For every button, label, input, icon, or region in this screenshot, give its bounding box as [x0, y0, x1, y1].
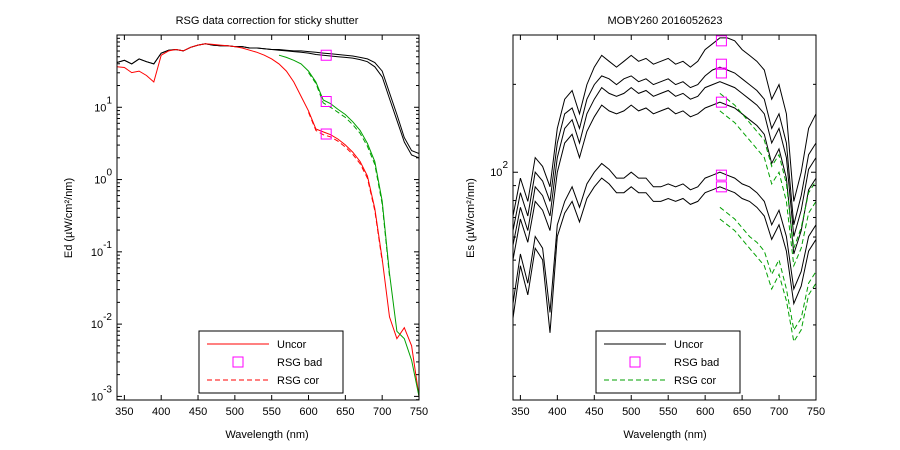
right-series-line-uncor-1	[513, 66, 816, 231]
left-axis-ticks: 350 400 450 500 550 600 650 700 750 101 100 10-1 10-…	[91, 35, 428, 418]
right-x-axis-label: Wavelength (nm)	[623, 429, 706, 441]
right-y-tick-label: 102	[490, 160, 508, 179]
right-series-line-rsg-cor-8	[719, 206, 816, 332]
right-rsg-bad-marker	[715, 181, 727, 193]
left-x-axis-label: Wavelength (nm)	[225, 429, 308, 441]
left-plot-area	[117, 43, 419, 397]
right-x-tick-label: 400	[548, 406, 566, 418]
left-series-line-uncor-2	[117, 43, 419, 397]
left-x-tick-label: 600	[299, 406, 317, 418]
right-chart-panel: MOBY260 2016052623 Wavelength (nm) Es (µ…	[465, 15, 825, 441]
left-series-line-uncor-1	[117, 43, 419, 159]
right-plot-frame	[512, 34, 817, 401]
right-x-tick-label: 500	[622, 406, 640, 418]
left-y-axis-label: Ed (µW/cm²/nm)	[63, 178, 75, 258]
right-x-tick-label: 450	[585, 406, 603, 418]
right-rsg-bad-marker	[715, 35, 727, 47]
right-x-tick-label: 600	[696, 406, 714, 418]
right-rsg-bad-marker	[715, 58, 727, 70]
right-series-line-uncor-5	[513, 177, 816, 333]
left-x-tick-label: 500	[226, 406, 244, 418]
left-y-tick-label: 100	[94, 168, 112, 187]
right-legend-label: Uncor	[674, 339, 704, 351]
left-legend-label: Uncor	[277, 339, 307, 351]
right-series-line-uncor-4	[513, 162, 816, 313]
right-x-tick-label: 650	[733, 406, 751, 418]
right-series-line-rsg-cor-6	[719, 110, 816, 268]
right-series-line-uncor-3	[513, 101, 816, 260]
left-x-tick-label: 350	[115, 406, 133, 418]
right-chart-title: MOBY260 2016052623	[608, 15, 723, 27]
right-series-line-uncor-0	[513, 37, 816, 217]
left-x-tick-label: 450	[189, 406, 207, 418]
left-series-line-rsg-cor-5	[308, 72, 390, 277]
left-chart-title: RSG data correction for sticky shutter	[176, 15, 359, 27]
right-legend-label: RSG cor	[674, 375, 717, 387]
left-rsg-bad-marker	[320, 95, 332, 107]
left-series-line-uncor-0	[117, 43, 419, 154]
left-legend-label: RSG bad	[277, 357, 322, 369]
left-rsg-bad-marker	[320, 49, 332, 61]
right-x-tick-label: 550	[659, 406, 677, 418]
left-plot-frame	[116, 34, 420, 401]
right-y-axis-label: Es (µW/cm²/nm)	[465, 178, 477, 258]
left-y-tick-label: 10-2	[91, 312, 113, 331]
right-axis-ticks: 350 400 450 500 550 600 650 700 750 102	[490, 35, 825, 418]
left-legend: Uncor RSG bad RSG cor	[198, 330, 344, 394]
right-legend-marker	[629, 356, 641, 368]
left-x-tick-label: 700	[373, 406, 391, 418]
right-x-tick-label: 700	[770, 406, 788, 418]
right-rsg-bad-marker	[715, 67, 727, 79]
left-series-line-rsg-cor-4	[278, 54, 419, 397]
left-chart-panel: RSG data correction for sticky shutter W…	[63, 15, 428, 441]
left-x-tick-label: 400	[152, 406, 170, 418]
left-x-tick-label: 650	[336, 406, 354, 418]
right-legend: Uncor RSG bad RSG cor	[595, 330, 741, 394]
left-legend-label: RSG cor	[277, 375, 320, 387]
right-plot-area	[513, 35, 816, 343]
left-rsg-bad-marker	[320, 128, 332, 140]
left-y-tick-label: 101	[94, 95, 112, 114]
left-legend-box	[198, 330, 344, 394]
right-series-line-uncor-2	[513, 81, 816, 246]
right-series-line-rsg-cor-9	[719, 218, 816, 343]
right-rsg-bad-marker	[715, 96, 727, 108]
right-legend-label: RSG bad	[674, 357, 719, 369]
right-x-tick-label: 750	[807, 406, 825, 418]
left-legend-marker	[232, 356, 244, 368]
left-x-tick-label: 750	[410, 406, 428, 418]
left-y-tick-label: 10-1	[91, 240, 113, 259]
left-x-tick-label: 550	[263, 406, 281, 418]
left-series-line-rsg-cor-3	[308, 112, 383, 262]
right-x-tick-label: 350	[511, 406, 529, 418]
left-y-tick-label: 10-3	[91, 384, 113, 403]
right-legend-box	[595, 330, 741, 394]
right-series-line-rsg-cor-7	[719, 93, 816, 249]
right-rsg-bad-marker	[715, 169, 727, 181]
